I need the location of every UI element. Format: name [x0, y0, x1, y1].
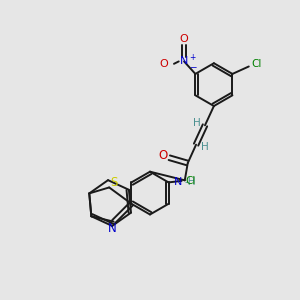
Text: N: N [174, 177, 182, 187]
Text: O: O [159, 59, 168, 69]
Text: −: − [189, 62, 196, 71]
Text: Cl: Cl [185, 176, 196, 186]
Text: +: + [189, 53, 196, 62]
Text: H: H [193, 118, 200, 128]
Text: N: N [108, 222, 116, 235]
Text: N: N [180, 56, 188, 66]
Text: Cl: Cl [252, 59, 262, 69]
Text: -H: -H [185, 177, 196, 187]
Text: O: O [158, 149, 167, 162]
Text: O: O [180, 34, 188, 44]
Text: S: S [110, 176, 117, 189]
Text: H: H [200, 142, 208, 152]
